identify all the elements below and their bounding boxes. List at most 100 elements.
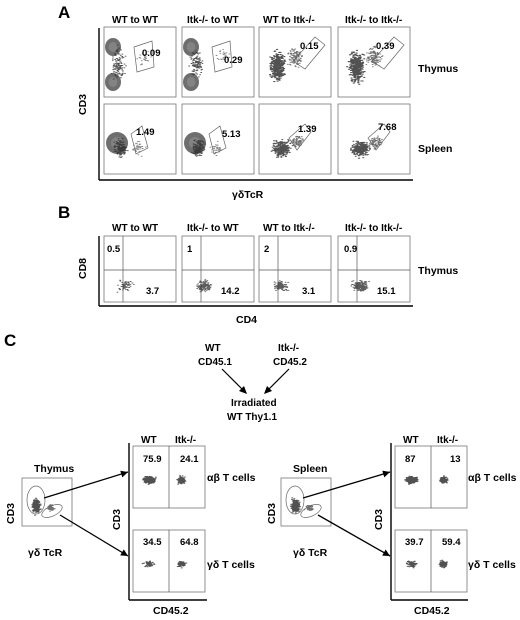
- panel-c-label: C: [4, 331, 16, 350]
- a-thymus-pop-high-2-core: [186, 42, 196, 52]
- c-left-ab-label: αβ T cells: [207, 472, 256, 484]
- panel-a-plots: [103, 26, 411, 175]
- c-right-plot-y-label: CD3: [373, 509, 385, 530]
- c-right-ab-itk-value: 13: [450, 454, 461, 465]
- c-left-gate-x-label: γδ TcR: [28, 547, 63, 559]
- a-spleen-tail-3: [289, 135, 305, 148]
- c-left-gd-itk-scatter: [176, 561, 188, 569]
- a-spleen-value-3: 1.39: [298, 124, 317, 135]
- c-right-ab-gate: [285, 485, 305, 515]
- c-left-col-wt: WT: [141, 435, 157, 446]
- c-left-arrow-ab-head: [120, 470, 128, 478]
- c-right-col-itk: Itk-/-: [437, 435, 458, 446]
- c-left-ab-wt-scatter: [142, 475, 157, 485]
- a-thymus-tail-3: [286, 48, 303, 68]
- b-scatter-2: [196, 279, 212, 293]
- a-thymus-scatter-3: [269, 48, 287, 83]
- a-spleen-value-1: 1.49: [136, 127, 155, 138]
- c-right-gd-itk-value: 59.4: [442, 537, 461, 548]
- c-left-col-itk: Itk-/-: [175, 435, 196, 446]
- c-right-col-wt: WT: [403, 435, 419, 446]
- c-right-gd-gate: [300, 504, 322, 518]
- c-donor-itk-line2: CD45.2: [273, 357, 307, 368]
- a-y-axis-label: CD3: [77, 94, 89, 115]
- a-spleen-gate-1: [130, 125, 149, 155]
- a-thymus-gate-3: [292, 36, 326, 70]
- c-right-arrow-ab-head: [382, 470, 390, 478]
- b-scatter-4: [350, 280, 370, 292]
- panel-b-label: B: [58, 203, 70, 222]
- c-left-tissue-label: Thymus: [34, 463, 74, 475]
- a-thymus-pop-low-2-core: [186, 77, 196, 87]
- b-scatter-1: [116, 279, 135, 293]
- a-spleen-value-4: 7.68: [378, 122, 397, 133]
- a-spleen-value-2: 5.13: [222, 129, 241, 140]
- panel-b-plots: [103, 235, 411, 303]
- b-lower-right-3: 3.1: [302, 286, 316, 297]
- b-x-axis-label: CD4: [236, 314, 257, 326]
- b-header-wt-to-wt: WT to WT: [112, 223, 158, 234]
- a-thymus-pop-low-1-core: [108, 77, 118, 87]
- c-left-gd-wt-value: 34.5: [143, 537, 162, 548]
- c-left-ab-itk-scatter: [176, 475, 187, 485]
- c-right-gate-y-label: CD3: [266, 503, 278, 524]
- a-spleen-gate-3: [288, 123, 312, 151]
- c-schema-arrow-left: [221, 368, 246, 393]
- b-quadrant-plot-3: [258, 235, 332, 303]
- c-schema-arrowhead-right: [264, 386, 272, 394]
- c-left-ab-gate: [26, 485, 46, 515]
- c-right-arrow-gd: [317, 514, 391, 557]
- c-left-gd-label: γδ T cells: [207, 559, 255, 571]
- a-spleen-plot-1: [103, 103, 177, 175]
- a-spleen-label: Spleen: [418, 143, 452, 155]
- b-scatter-3: [273, 280, 290, 291]
- c-left-gate-plot: [21, 477, 73, 527]
- c-left-plot-x-label: CD45.2: [153, 605, 189, 617]
- a-thymus-gate-2: [211, 40, 233, 73]
- b-thymus-label: Thymus: [418, 265, 458, 277]
- b-upper-left-3: 2: [264, 244, 269, 255]
- c-right-tissue-label: Spleen: [293, 463, 327, 475]
- c-right-ab-label: αβ T cells: [468, 472, 517, 484]
- a-thymus-scatter-4: [346, 49, 366, 85]
- a-header-itk-to-wt: Itk-/- to WT: [187, 15, 239, 26]
- c-right-gd-label: γδ T cells: [468, 559, 516, 571]
- c-left-ab-itk-value: 24.1: [180, 454, 199, 465]
- a-thymus-gate-4: [371, 36, 405, 70]
- c-right-ab-wt-scatter: [404, 475, 419, 485]
- a-spleen-gate-4: [367, 123, 391, 151]
- panel-a-label: A: [58, 3, 70, 22]
- a-header-itk-to-itk: Itk-/- to Itk-/-: [345, 15, 402, 26]
- c-right-gd-itk-scatter: [438, 559, 448, 569]
- b-header-itk-to-itk: Itk-/- to Itk-/-: [345, 223, 402, 234]
- c-right-gd-wt-value: 39.7: [405, 537, 424, 548]
- c-recipient-line1: Irradiated: [231, 398, 277, 409]
- c-donor-wt-line2: CD45.1: [198, 357, 232, 368]
- c-left-gd-itk-value: 64.8: [180, 537, 199, 548]
- a-spleen-scatter-4: [349, 140, 371, 159]
- a-spleen-scatter-2: [191, 139, 207, 157]
- c-right-arrow-gd-head: [382, 549, 390, 556]
- panel-c-plots: [21, 445, 468, 593]
- a-spleen-gate-2: [208, 125, 227, 155]
- a-thymus-scatter-2: [188, 50, 204, 78]
- a-thymus-value-2: 0.29: [224, 55, 243, 66]
- b-quadrant-plot-2: [181, 235, 255, 303]
- c-right-ab-itk-scatter: [439, 475, 449, 484]
- c-left-arrow-ab: [43, 471, 129, 499]
- c-right-ab-wt-value: 87: [405, 454, 416, 465]
- a-thymus-value-3: 0.15: [300, 41, 319, 52]
- a-thymus-gated-2: [215, 48, 231, 60]
- b-quadrant-plot-1: [103, 235, 177, 303]
- c-left-gate-scatter: [31, 497, 42, 516]
- b-upper-left-1: 0.5: [107, 244, 121, 255]
- c-left-gate-y-label: CD3: [5, 503, 17, 524]
- c-left-arrow-gd: [59, 514, 129, 557]
- a-thymus-label: Thymus: [418, 63, 458, 75]
- c-left-gd-gate: [41, 504, 63, 518]
- c-donor-itk-line1: Itk-/-: [278, 343, 299, 354]
- a-spleen-scatter-3: [270, 139, 292, 158]
- b-lower-right-2: 14.2: [221, 286, 240, 297]
- a-spleen-scatter-1: [113, 137, 129, 158]
- b-upper-left-4: 0.9: [344, 244, 357, 255]
